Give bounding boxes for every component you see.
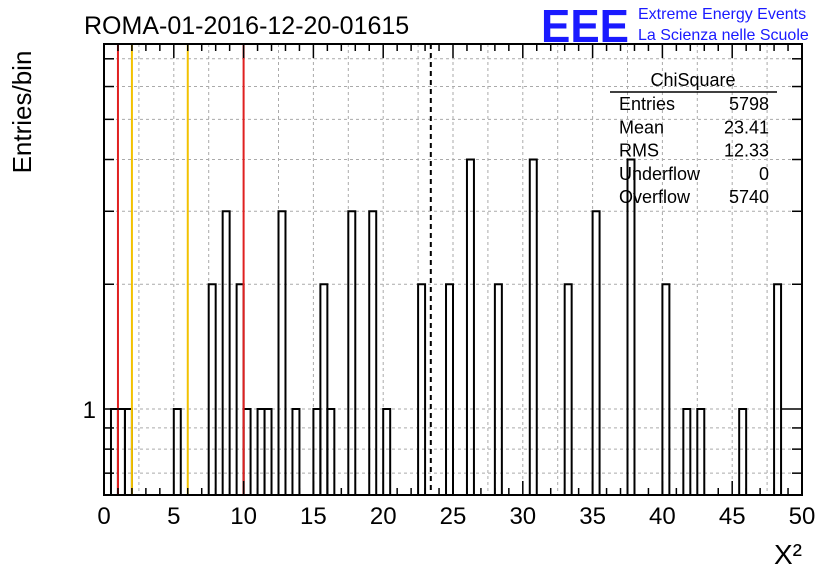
histogram-bar <box>263 407 273 495</box>
stats-row-value: 12.33 <box>724 141 769 161</box>
axis-ticks: 0 5 10 15 20 25 30 35 40 45 50 1 <box>83 44 816 530</box>
eee-logo-mark: EEE <box>541 0 629 52</box>
histogram-bar <box>682 407 692 495</box>
histogram-bar <box>172 407 182 495</box>
stats-row-value: 5798 <box>729 94 769 114</box>
stats-row-label: Entries <box>619 94 675 114</box>
histogram-bar <box>221 210 231 495</box>
histogram-bar <box>326 407 336 495</box>
histogram-bar <box>347 210 357 495</box>
histogram-bar <box>382 407 392 495</box>
histogram-bar <box>563 283 573 495</box>
histogram-bar <box>445 283 454 495</box>
histogram-bar <box>465 158 475 495</box>
histogram-bars <box>109 158 783 495</box>
histogram-bar <box>591 210 601 495</box>
y-axis-label: Entries/bin <box>7 51 37 174</box>
histogram-bar <box>417 283 427 495</box>
histogram-bar <box>312 407 322 495</box>
histogram-bar <box>738 407 748 495</box>
histogram-bar <box>256 407 266 495</box>
histogram-bar <box>277 210 287 495</box>
x-tick-label: 40 <box>649 503 676 530</box>
y-tick-label: 1 <box>83 397 96 424</box>
x-tick-label: 0 <box>97 503 110 530</box>
logo-tagline-2: La Scienza nelle Scuole <box>638 27 809 44</box>
histogram-bar <box>696 407 706 495</box>
stats-row-label: RMS <box>619 141 659 161</box>
x-tick-label: 25 <box>440 503 467 530</box>
x-tick-label: 20 <box>370 503 397 530</box>
stats-row-value: 23.41 <box>724 117 769 137</box>
histogram-bar <box>319 283 329 495</box>
histogram-bar <box>773 283 783 495</box>
histogram-bar <box>207 283 217 495</box>
stats-title: ChiSquare <box>650 70 735 90</box>
stats-row-label: Overflow <box>619 187 691 207</box>
histogram-bar <box>493 283 503 495</box>
x-tick-label: 45 <box>719 503 746 530</box>
chart-title: ROMA-01-2016-12-20-01615 <box>84 12 409 40</box>
histogram-bar <box>368 210 378 495</box>
stats-row-value: 5740 <box>729 187 769 207</box>
histogram-bar <box>291 407 301 495</box>
x-axis-label: X² <box>774 539 802 570</box>
histogram-bar <box>109 407 119 495</box>
stats-row-label: Underflow <box>619 164 701 184</box>
histogram-bar <box>123 407 133 495</box>
logo-tagline-1: Extreme Energy Events <box>638 6 806 23</box>
stats-rows: Entries 5798 Mean 23.41 RMS 12.33 Underflow 0 Ov… <box>619 94 769 207</box>
x-tick-label: 50 <box>789 503 816 530</box>
stats-box: ChiSquare Entries 5798 Mean 23.41 RMS 12.33 Un… <box>610 70 777 207</box>
x-tick-label: 5 <box>167 503 180 530</box>
stats-row-value: 0 <box>759 164 769 184</box>
x-tick-label: 35 <box>579 503 606 530</box>
histogram-bar <box>116 407 126 495</box>
histogram-bar <box>528 158 538 495</box>
histogram-bar <box>235 283 245 495</box>
histogram-bar <box>242 407 252 495</box>
x-tick-label: 15 <box>300 503 327 530</box>
marker-lines <box>116 44 432 495</box>
histogram-bar <box>661 283 671 495</box>
histogram-bar <box>626 158 636 495</box>
x-tick-label: 30 <box>509 503 536 530</box>
x-tick-label: 10 <box>230 503 257 530</box>
stats-row-label: Mean <box>619 117 664 137</box>
eee-logo: EEE Extreme Energy Events La Scienza nel… <box>541 0 809 52</box>
